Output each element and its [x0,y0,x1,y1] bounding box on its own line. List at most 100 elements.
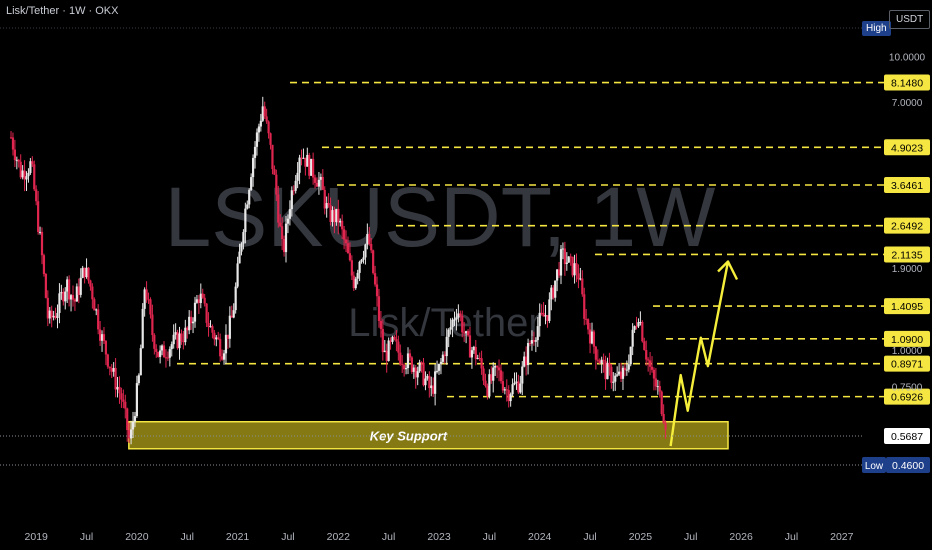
currency-badge[interactable]: USDT [889,10,931,29]
candle-body [168,349,171,358]
candle-body [377,296,381,321]
candle-body [432,385,435,394]
candle-body [379,320,383,329]
candle-body [422,362,425,386]
candle-body [486,385,489,397]
candle-body [219,339,222,357]
candle-body [482,368,485,381]
candle-body [15,159,18,161]
candle-body [37,201,40,232]
candle-body [585,318,588,320]
candle-body [284,223,288,253]
chart-title: Lisk/Tether · 1W · OKX [6,5,119,17]
candle-body [370,244,373,251]
candle-body [201,293,204,298]
candle-body [310,158,313,176]
x-tick-label: 2024 [528,531,552,543]
candle-body [495,365,499,368]
x-tick-label: 2022 [327,531,351,543]
candle-body [300,157,303,159]
candle-body [122,399,125,402]
candle-body [474,346,477,359]
candle-body [360,259,363,262]
candle-body [321,176,324,190]
candle-body [68,279,71,300]
candle-body [641,322,644,342]
candle-body [242,232,245,244]
level-price-tag [884,388,930,405]
level-price-label: 0.8971 [891,359,923,371]
candle-body [250,177,253,190]
candle-body [217,337,220,340]
candle-body [124,401,127,409]
candle-body [312,158,315,178]
candle-body [594,346,597,360]
candle-body [569,256,572,258]
candle-body [265,116,268,122]
candle-body [104,340,108,355]
candle-body [21,170,24,178]
candle-body [387,340,390,361]
candle-body [83,267,86,278]
candle-body [282,238,286,253]
level-price-label: 1.0900 [891,334,923,346]
candle-body [11,137,15,150]
candle-body [106,354,109,367]
candle-body [31,161,34,165]
time-axis[interactable]: 2019 Jul 2020 Jul 2021 Jul 2022 Jul 2023 Jul 2024 J… [25,531,854,543]
candle-body [356,272,359,279]
candle-body [182,341,185,343]
candle-body [224,334,228,354]
watermark-symbol: LSKUSDT, 1W [165,170,716,264]
watermark-name: Lisk/Tether [348,301,541,345]
candle-body [521,366,524,384]
candle-body [273,169,276,175]
candle-body [17,159,20,162]
candle-body [180,333,183,342]
candle-body [308,154,311,176]
candle-body [87,267,90,281]
candle-body [137,375,140,384]
candle-body [465,331,468,334]
x-tick-label: Jul [382,531,395,543]
candle-body [358,261,361,273]
candle-body [350,260,353,276]
candle-body [267,121,270,134]
scale-mode-badge[interactable]: High [862,21,891,36]
candle-body [447,329,450,337]
candle-body [544,315,547,317]
candle-body [592,331,596,347]
candle-body [503,389,506,391]
candle-body [261,106,264,121]
candle-body [323,189,326,209]
x-tick-label: 2026 [729,531,753,543]
level-price-label: 2.6492 [891,221,923,233]
candle-body [60,291,63,294]
candle-body [232,310,235,318]
candle-body [364,244,367,258]
candle-body [164,357,168,359]
candle-body [528,343,532,345]
candle-body [230,315,233,318]
candle-body [513,382,516,385]
candle-body [497,367,501,371]
candle-body [635,326,638,328]
candle-body [288,209,291,219]
level-price-label: 4.9023 [891,142,923,154]
candle-body [110,368,113,372]
candle-body [577,273,580,280]
support-zone: Key Support [128,420,729,450]
candle-body [64,291,67,302]
candle-body [44,273,47,298]
candle-body [662,414,665,423]
candle-body [385,350,388,361]
candle-body [408,353,412,358]
candle-body [341,220,344,230]
candle-body [346,243,350,254]
candle-body [46,297,49,319]
price-axis[interactable]: 8.1480 4.9023 3.6461 2.6492 2.1135 1.4095 1.09… [862,52,930,473]
candle-body [480,358,483,369]
candle-body [633,326,636,330]
candle-body [226,334,230,339]
